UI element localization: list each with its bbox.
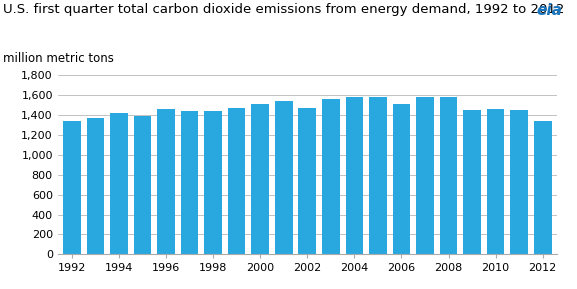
Bar [534, 121, 552, 254]
Bar [322, 99, 340, 254]
Bar [346, 97, 363, 254]
Bar [416, 97, 434, 254]
Bar [134, 116, 151, 254]
Bar [369, 97, 387, 254]
Text: U.S. first quarter total carbon dioxide emissions from energy demand, 1992 to 20: U.S. first quarter total carbon dioxide … [3, 3, 564, 16]
Bar [275, 101, 293, 254]
Bar [392, 104, 410, 254]
Bar [252, 104, 269, 254]
Bar [204, 112, 222, 254]
Text: million metric tons: million metric tons [3, 52, 114, 65]
Bar [440, 97, 458, 254]
Bar [298, 108, 316, 254]
Bar [157, 109, 175, 254]
Bar [463, 110, 481, 254]
Bar [87, 118, 104, 254]
Bar [487, 110, 504, 254]
Bar [110, 113, 128, 254]
Bar [510, 110, 528, 254]
Bar [228, 108, 245, 254]
Bar [181, 112, 198, 254]
Bar [63, 121, 81, 254]
Text: eia: eia [537, 3, 563, 18]
